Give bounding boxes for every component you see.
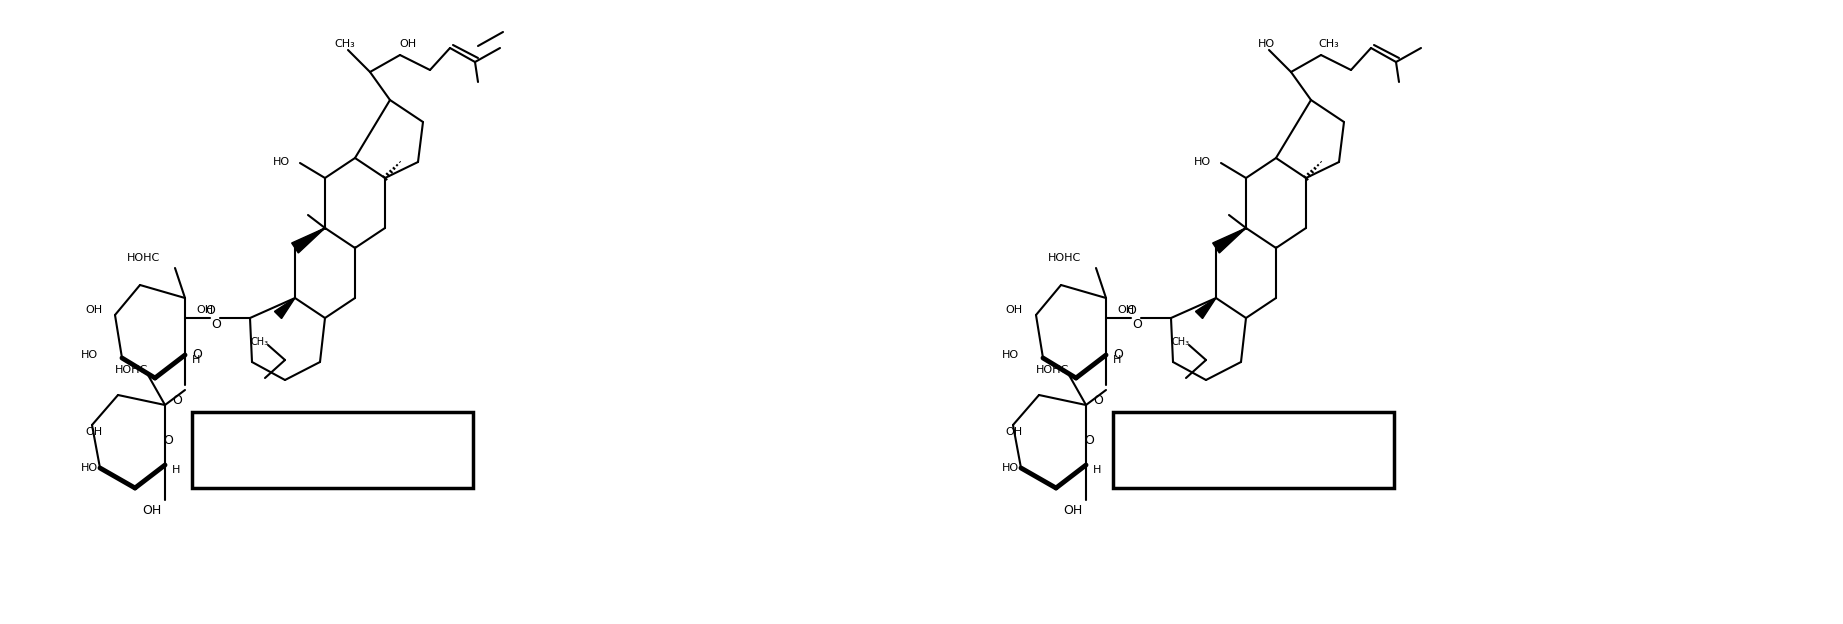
Text: HO: HO bbox=[81, 463, 98, 473]
Text: HOHC: HOHC bbox=[1049, 253, 1082, 263]
Text: ·: · bbox=[1274, 241, 1279, 255]
Text: HO: HO bbox=[1194, 157, 1211, 167]
FancyBboxPatch shape bbox=[192, 412, 474, 488]
Text: HO: HO bbox=[273, 157, 289, 167]
Text: HO: HO bbox=[1257, 39, 1275, 49]
Text: CH₃: CH₃ bbox=[1318, 39, 1340, 49]
Text: HOHC: HOHC bbox=[127, 253, 160, 263]
Polygon shape bbox=[1196, 298, 1216, 318]
Text: O: O bbox=[1132, 318, 1143, 331]
Text: OH: OH bbox=[1063, 504, 1082, 517]
Text: HO: HO bbox=[1003, 350, 1019, 360]
Text: OH: OH bbox=[85, 305, 101, 315]
Text: H: H bbox=[192, 355, 201, 365]
Text: OH: OH bbox=[85, 427, 101, 437]
Text: O: O bbox=[1126, 305, 1135, 318]
Text: O: O bbox=[1113, 348, 1122, 361]
Text: OH: OH bbox=[400, 39, 417, 49]
Text: 20(R)-人参皂苷 Rg3 分子结构式: 20(R)-人参皂苷 Rg3 分子结构式 bbox=[217, 440, 448, 460]
Text: O: O bbox=[171, 394, 182, 406]
Text: ·: · bbox=[1244, 221, 1248, 239]
Text: OH: OH bbox=[1006, 305, 1023, 315]
Text: H: H bbox=[1113, 355, 1121, 365]
Text: O: O bbox=[212, 318, 221, 331]
Text: O: O bbox=[205, 305, 216, 318]
Text: ·: · bbox=[323, 221, 328, 239]
Text: O: O bbox=[162, 434, 173, 447]
Text: H: H bbox=[1093, 465, 1102, 475]
Text: OH: OH bbox=[195, 305, 214, 315]
Text: HOHC: HOHC bbox=[114, 365, 147, 375]
Polygon shape bbox=[275, 298, 295, 318]
Text: H: H bbox=[171, 465, 181, 475]
Text: CH₃: CH₃ bbox=[251, 337, 269, 347]
Polygon shape bbox=[1213, 228, 1246, 253]
Text: CH₃: CH₃ bbox=[335, 39, 356, 49]
Text: OH: OH bbox=[142, 504, 162, 517]
Text: O: O bbox=[1093, 394, 1102, 406]
Text: CH₃: CH₃ bbox=[1172, 337, 1191, 347]
Text: ·: · bbox=[352, 241, 358, 255]
Text: OH: OH bbox=[1117, 305, 1133, 315]
Text: 20(S)-人参皂苷 Rg3 分子结构式: 20(S)-人参皂苷 Rg3 分子结构式 bbox=[1139, 440, 1369, 460]
FancyBboxPatch shape bbox=[1113, 412, 1393, 488]
Polygon shape bbox=[291, 228, 324, 253]
Text: HO: HO bbox=[81, 350, 98, 360]
Text: HO: HO bbox=[1003, 463, 1019, 473]
Text: O: O bbox=[1084, 434, 1095, 447]
Text: HOHC: HOHC bbox=[1036, 365, 1069, 375]
Text: OH: OH bbox=[1006, 427, 1023, 437]
Text: O: O bbox=[192, 348, 203, 361]
